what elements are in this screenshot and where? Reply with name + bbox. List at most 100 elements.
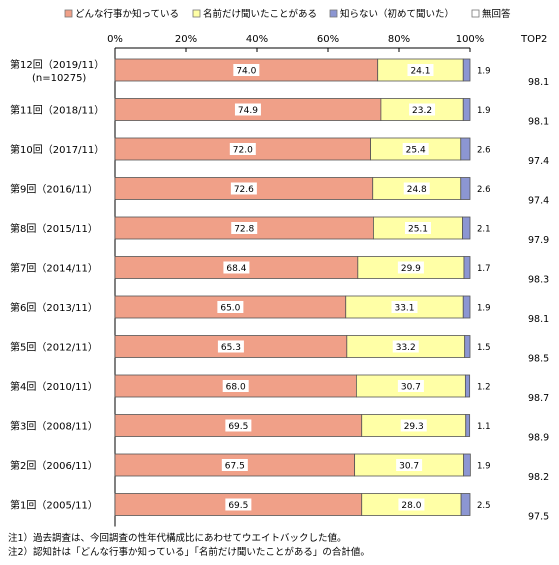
data-label-small: 2.1: [477, 225, 491, 235]
data-label: 72.8: [234, 225, 254, 235]
data-label: 25.4: [406, 146, 426, 156]
x-tick-label: 60%: [317, 34, 339, 45]
data-label: 33.1: [394, 304, 414, 314]
data-label: 65.0: [220, 304, 240, 314]
bar-segment-2: [462, 295, 471, 319]
data-label: 72.6: [234, 185, 254, 195]
data-label-small: 1.1: [477, 422, 491, 432]
data-label-bg: [234, 103, 261, 116]
top2-value: 98.2: [528, 472, 549, 483]
top2-value: 98.3: [528, 275, 549, 286]
data-label-bg: [231, 222, 258, 234]
x-tick-label: 20%: [175, 34, 197, 45]
data-label: 67.5: [225, 462, 245, 472]
data-label-bg: [230, 182, 257, 195]
data-label: 25.1: [408, 225, 428, 235]
data-label-bg: [400, 419, 427, 432]
data-label-bg: [403, 182, 430, 195]
bar-segment-2: [460, 177, 471, 200]
legend-swatch-1: [192, 9, 201, 18]
legend-swatch-2: [329, 9, 338, 18]
stacked-bar-chart: どんな行事か知っている 名前だけ聞いたことがある 知らない（初めて聞いた） 無回答 0%…: [10, 8, 549, 527]
legend-label-3: 無回答: [482, 8, 511, 20]
bar-segment-2: [462, 58, 471, 82]
bar-segment-2: [462, 98, 471, 121]
data-label: 33.2: [396, 343, 416, 353]
x-tick-label: 40%: [246, 34, 268, 45]
top2-value: 98.9: [528, 433, 549, 444]
data-label-bg: [392, 340, 419, 353]
top2-value: 98.1: [528, 117, 549, 128]
legend-swatch-3: [471, 9, 480, 18]
bar-segment-2: [463, 453, 471, 477]
data-label: 24.8: [407, 185, 427, 195]
data-label-bg: [396, 459, 423, 471]
legend-swatch-0: [64, 9, 73, 18]
data-label: 29.3: [404, 422, 424, 432]
data-label: 68.4: [226, 264, 246, 274]
legend-label-0: どんな行事か知っている: [75, 8, 179, 20]
top2-value: 98.7: [528, 393, 549, 404]
top2-value: 98.1: [528, 77, 549, 88]
data-label-small: 1.9: [477, 462, 491, 472]
data-label-small: 2.5: [477, 501, 491, 511]
data-label-bg: [222, 380, 249, 392]
data-label: 24.1: [410, 67, 430, 77]
data-label-bg: [221, 459, 248, 471]
data-label-small: 1.9: [477, 67, 491, 77]
data-label: 30.7: [401, 383, 421, 393]
bar-segment-2: [460, 137, 471, 161]
top2-value: 98.1: [528, 314, 549, 325]
category-label: 第1回（2005/11）: [10, 499, 98, 512]
x-tick-label: 100%: [456, 34, 485, 45]
bar-segment-2: [462, 216, 471, 240]
data-label-bg: [397, 380, 424, 392]
data-label-small: 1.5: [477, 343, 491, 353]
category-label: 第2回（2006/11）: [10, 459, 98, 472]
note-1: 注1）過去調査は、今回調査の性年代構成比にあわせてウエイトバックした値。: [8, 533, 347, 544]
legend-label-1: 名前だけ聞いたことがある: [203, 8, 317, 20]
legend-label-2: 知らない（初めて聞いた）: [340, 8, 454, 20]
data-label-small: 1.7: [477, 264, 491, 274]
category-label: 第6回（2013/11）: [10, 301, 98, 314]
bar-segment-2: [464, 374, 471, 398]
x-tick-label: 0%: [107, 34, 123, 45]
data-label-bg: [391, 301, 418, 313]
data-label: 68.0: [226, 383, 246, 393]
data-label-bg: [217, 301, 244, 313]
data-label-bg: [397, 261, 424, 274]
data-label-small: 1.9: [477, 304, 491, 314]
data-label: 65.3: [221, 343, 241, 353]
category-label: 第9回（2016/11）: [10, 183, 98, 196]
category-label: 第7回（2014/11）: [10, 262, 98, 275]
data-label-bg: [229, 143, 256, 155]
top2-value: 97.5: [528, 512, 549, 523]
category-label: 第10回（2017/11）: [10, 143, 104, 156]
data-label-bg: [404, 222, 431, 234]
category-sublabel: (n=10275): [32, 73, 86, 84]
category-label: 第5回（2012/11）: [10, 341, 98, 354]
data-label-bg: [398, 498, 425, 511]
category-label: 第3回（2008/11）: [10, 420, 98, 433]
data-label-small: 1.2: [477, 383, 491, 393]
top2-value: 97.9: [528, 235, 549, 246]
data-label: 72.0: [233, 146, 253, 156]
bar-segment-2: [464, 335, 471, 358]
bar-segment-2: [465, 414, 471, 437]
top2-value: 97.4: [528, 196, 549, 207]
data-label: 23.2: [412, 106, 432, 116]
note-2: 注2）認知計は「どんな行事か知っている」「名前だけ聞いたことがある」の合計値。: [8, 547, 370, 558]
data-label: 69.5: [228, 422, 248, 432]
data-label-bg: [225, 419, 252, 432]
category-label: 第8回（2015/11）: [10, 222, 98, 235]
data-label-small: 2.6: [477, 146, 491, 156]
top2-header: TOP2: [520, 34, 547, 45]
data-label-bg: [225, 498, 252, 511]
bar-segment-2: [463, 256, 471, 279]
data-label-bg: [233, 64, 260, 76]
top2-value: 98.5: [528, 354, 549, 365]
bar-segment-2: [460, 493, 471, 516]
chart-notes: 注1）過去調査は、今回調査の性年代構成比にあわせてウエイトバックした値。 注2）…: [8, 532, 370, 560]
top2-value: 97.4: [528, 156, 549, 167]
data-label: 30.7: [399, 462, 419, 472]
